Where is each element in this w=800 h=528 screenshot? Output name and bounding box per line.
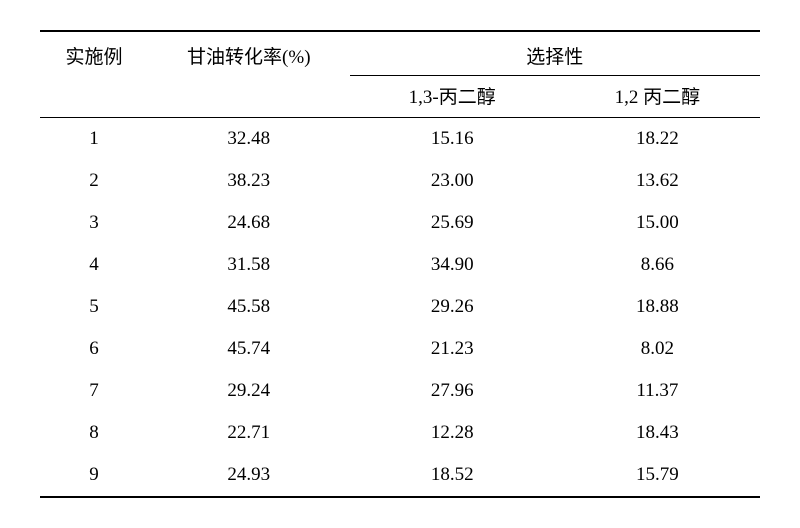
table-row: 8 22.71 12.28 18.43 bbox=[40, 412, 760, 454]
cell-example: 9 bbox=[40, 454, 148, 497]
col-header-example: 实施例 bbox=[40, 31, 148, 118]
cell-example: 6 bbox=[40, 328, 148, 370]
cell-s13: 29.26 bbox=[350, 286, 555, 328]
cell-s13: 18.52 bbox=[350, 454, 555, 497]
table-row: 5 45.58 29.26 18.88 bbox=[40, 286, 760, 328]
cell-conversion: 22.71 bbox=[148, 412, 350, 454]
table-row: 4 31.58 34.90 8.66 bbox=[40, 244, 760, 286]
table-row: 9 24.93 18.52 15.79 bbox=[40, 454, 760, 497]
table-row: 6 45.74 21.23 8.02 bbox=[40, 328, 760, 370]
cell-conversion: 32.48 bbox=[148, 118, 350, 161]
cell-example: 3 bbox=[40, 202, 148, 244]
cell-s13: 34.90 bbox=[350, 244, 555, 286]
cell-example: 5 bbox=[40, 286, 148, 328]
col-header-13-propanediol: 1,3-丙二醇 bbox=[350, 76, 555, 118]
cell-conversion: 45.74 bbox=[148, 328, 350, 370]
cell-s12: 18.43 bbox=[555, 412, 760, 454]
cell-example: 8 bbox=[40, 412, 148, 454]
table-row: 2 38.23 23.00 13.62 bbox=[40, 160, 760, 202]
col-header-selectivity: 选择性 bbox=[350, 31, 760, 76]
cell-s12: 8.02 bbox=[555, 328, 760, 370]
cell-s12: 18.88 bbox=[555, 286, 760, 328]
col-header-conversion: 甘油转化率(%) bbox=[148, 31, 350, 118]
cell-conversion: 38.23 bbox=[148, 160, 350, 202]
cell-conversion: 24.68 bbox=[148, 202, 350, 244]
cell-s13: 23.00 bbox=[350, 160, 555, 202]
table-row: 1 32.48 15.16 18.22 bbox=[40, 118, 760, 161]
cell-s12: 15.79 bbox=[555, 454, 760, 497]
cell-s13: 25.69 bbox=[350, 202, 555, 244]
data-table: 实施例 甘油转化率(%) 选择性 1,3-丙二醇 1,2 丙二醇 1 32.48… bbox=[40, 30, 760, 498]
cell-s12: 11.37 bbox=[555, 370, 760, 412]
cell-s13: 12.28 bbox=[350, 412, 555, 454]
cell-example: 4 bbox=[40, 244, 148, 286]
cell-conversion: 24.93 bbox=[148, 454, 350, 497]
col-header-12-propanediol: 1,2 丙二醇 bbox=[555, 76, 760, 118]
cell-s12: 15.00 bbox=[555, 202, 760, 244]
cell-conversion: 31.58 bbox=[148, 244, 350, 286]
cell-conversion: 45.58 bbox=[148, 286, 350, 328]
cell-s12: 18.22 bbox=[555, 118, 760, 161]
cell-s13: 27.96 bbox=[350, 370, 555, 412]
cell-s12: 13.62 bbox=[555, 160, 760, 202]
cell-s13: 15.16 bbox=[350, 118, 555, 161]
cell-s12: 8.66 bbox=[555, 244, 760, 286]
table-row: 7 29.24 27.96 11.37 bbox=[40, 370, 760, 412]
cell-example: 2 bbox=[40, 160, 148, 202]
header-row-1: 实施例 甘油转化率(%) 选择性 bbox=[40, 31, 760, 76]
cell-s13: 21.23 bbox=[350, 328, 555, 370]
cell-example: 1 bbox=[40, 118, 148, 161]
cell-example: 7 bbox=[40, 370, 148, 412]
table-row: 3 24.68 25.69 15.00 bbox=[40, 202, 760, 244]
cell-conversion: 29.24 bbox=[148, 370, 350, 412]
